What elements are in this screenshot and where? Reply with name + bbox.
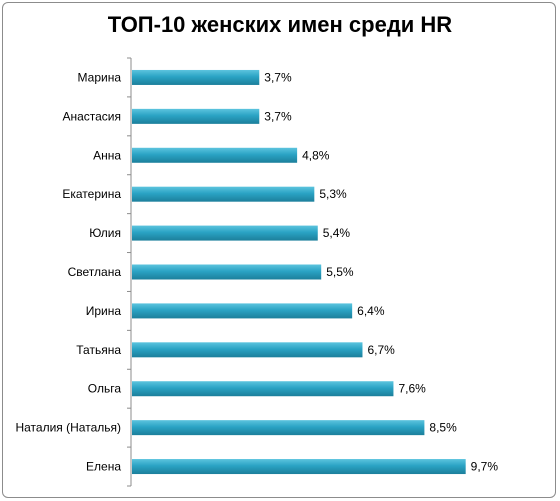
bar-2	[132, 147, 298, 163]
value-label: 5,3%	[319, 187, 347, 201]
value-label: 9,7%	[471, 460, 499, 474]
value-label: 5,4%	[323, 226, 351, 240]
bar-4	[132, 225, 318, 241]
bar-0	[132, 69, 260, 85]
category-label: Наталия (Наталья)	[15, 421, 121, 435]
axis-layer	[127, 57, 132, 487]
value-label: 3,7%	[264, 109, 292, 123]
value-label: 6,7%	[367, 343, 395, 357]
category-label: Ольга	[88, 382, 122, 396]
bar-5	[132, 264, 322, 280]
category-label: Анастасия	[62, 109, 121, 123]
value-label: 7,6%	[398, 382, 426, 396]
bar-9	[132, 420, 425, 436]
bar-10	[132, 459, 466, 475]
bar-7	[132, 342, 363, 358]
value-label: 3,7%	[264, 70, 292, 84]
category-label: Марина	[78, 70, 122, 84]
bar-6	[132, 303, 353, 319]
chart-frame	[2, 2, 556, 498]
category-label: Екатерина	[62, 187, 121, 201]
category-label: Елена	[86, 460, 121, 474]
value-label: 6,4%	[357, 304, 385, 318]
value-label: 5,5%	[326, 265, 354, 279]
value-label: 8,5%	[429, 421, 457, 435]
value-label: 4,8%	[302, 148, 330, 162]
chart-title: ТОП-10 женских имен среди HR	[107, 12, 453, 37]
bar-8	[132, 381, 394, 397]
category-label: Анна	[93, 148, 121, 162]
category-label: Ирина	[86, 304, 122, 318]
bar-1	[132, 108, 260, 124]
category-label: Юлия	[89, 226, 121, 240]
bars-layer	[132, 69, 466, 475]
labels-layer: Марина 3,7% Анастасия 3,7% Анна 4,8% Екатерина…	[15, 70, 498, 473]
category-label: Татьяна	[76, 343, 121, 357]
bar-3	[132, 186, 315, 202]
category-label: Светлана	[68, 265, 122, 279]
